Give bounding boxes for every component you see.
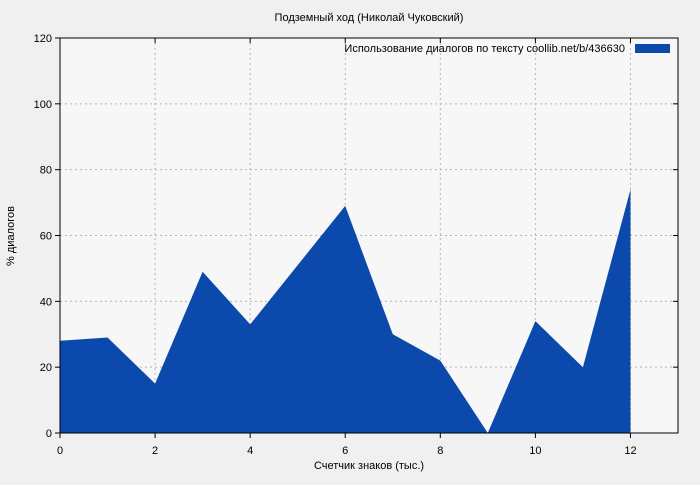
chart-title: Подземный ход (Николай Чуковский) — [275, 12, 464, 24]
y-tick-label: 80 — [40, 165, 52, 177]
y-tick-label: 120 — [34, 33, 52, 45]
y-tick-label: 20 — [40, 362, 52, 374]
y-tick-label: 0 — [46, 428, 52, 440]
y-tick-label: 100 — [34, 99, 52, 111]
y-tick-label: 60 — [40, 231, 52, 243]
legend-swatch — [635, 44, 670, 53]
x-tick-label: 8 — [437, 445, 443, 457]
x-tick-label: 0 — [57, 445, 63, 457]
y-axis-label: % диалогов — [5, 206, 17, 266]
x-tick-label: 10 — [529, 445, 541, 457]
x-tick-label: 4 — [247, 445, 253, 457]
y-tick-label: 40 — [40, 296, 52, 308]
legend-label: Использование диалогов по тексту coollib… — [344, 43, 625, 55]
x-tick-label: 6 — [342, 445, 348, 457]
tick-marks — [55, 37, 678, 438]
x-tick-label: 12 — [624, 445, 636, 457]
area-series — [60, 189, 631, 433]
x-axis-label: Счетчик знаков (тыс.) — [314, 460, 424, 472]
x-tick-label: 2 — [152, 445, 158, 457]
